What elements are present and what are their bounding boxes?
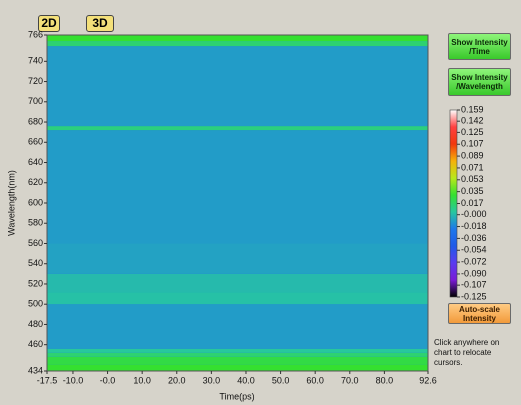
y-tick-label: 500 bbox=[28, 299, 43, 309]
heatmap-band bbox=[47, 356, 428, 365]
y-tick-label: 434 bbox=[28, 365, 43, 375]
heatmap-band bbox=[47, 41, 428, 47]
y-axis-label: Wavelength(nm) bbox=[6, 170, 16, 236]
y-tick-label: 620 bbox=[28, 177, 43, 187]
colorbar-tick-label: -0.072 bbox=[461, 256, 487, 266]
x-tick-label: 60.0 bbox=[306, 375, 324, 385]
heatmap-band bbox=[47, 243, 428, 274]
heatmap-band bbox=[47, 292, 428, 305]
colorbar-tick-label: -0.090 bbox=[461, 268, 487, 278]
x-tick-label: 80.0 bbox=[376, 375, 394, 385]
y-tick-label: 560 bbox=[28, 238, 43, 248]
x-tick-label: 20.0 bbox=[168, 375, 186, 385]
heatmap-band bbox=[47, 126, 428, 131]
x-tick-label: -0.0 bbox=[100, 375, 116, 385]
colorbar-tick-label: -0.054 bbox=[461, 245, 487, 255]
y-tick-label: 540 bbox=[28, 258, 43, 268]
x-tick-label: 10.0 bbox=[133, 375, 151, 385]
y-tick-label: 680 bbox=[28, 116, 43, 126]
x-tick-label: 70.0 bbox=[341, 375, 359, 385]
x-tick-label: 92.6 bbox=[419, 375, 437, 385]
x-tick-label: -10.0 bbox=[63, 375, 84, 385]
colorbar-tick-label: 0.071 bbox=[461, 162, 484, 172]
colorbar-tick-label: -0.000 bbox=[461, 209, 487, 219]
colorbar-tick-label: -0.125 bbox=[461, 291, 487, 301]
show-intensity-wavelength-button[interactable]: Show Intensity /Wavelength bbox=[448, 68, 511, 96]
auto-scale-button[interactable]: Auto-scale Intensity bbox=[448, 303, 511, 324]
heatmap-band bbox=[47, 35, 428, 42]
y-tick-label: 660 bbox=[28, 137, 43, 147]
colorbar-tick-label: -0.107 bbox=[461, 280, 487, 290]
y-tick-label: 740 bbox=[28, 56, 43, 66]
x-tick-label: -17.5 bbox=[37, 375, 58, 385]
colorbar-tick-label: 0.017 bbox=[461, 198, 484, 208]
y-tick-label: 720 bbox=[28, 76, 43, 86]
x-tick-label: 40.0 bbox=[237, 375, 255, 385]
colorbar-tick-label: -0.036 bbox=[461, 233, 487, 243]
hint-text: Click anywhere on chart to relocate curs… bbox=[434, 338, 500, 367]
colorbar-tick-label: 0.159 bbox=[461, 104, 484, 114]
y-tick-label: 520 bbox=[28, 278, 43, 288]
x-tick-label: 50.0 bbox=[272, 375, 290, 385]
y-tick-label: 460 bbox=[28, 339, 43, 349]
tab-2d[interactable]: 2D bbox=[38, 15, 60, 32]
y-tick-label: 600 bbox=[28, 197, 43, 207]
y-tick-label: 580 bbox=[28, 218, 43, 228]
colorbar-tick-label: 0.053 bbox=[461, 174, 484, 184]
x-tick-label: 30.0 bbox=[203, 375, 221, 385]
colorbar-tick-label: 0.035 bbox=[461, 186, 484, 196]
colorbar-tick-label: 0.107 bbox=[461, 139, 484, 149]
show-intensity-time-button[interactable]: Show Intensity /Time bbox=[448, 33, 511, 60]
tab-3d[interactable]: 3D bbox=[86, 15, 114, 32]
y-tick-label: 700 bbox=[28, 96, 43, 106]
colorbar bbox=[449, 109, 458, 298]
heatmap-band bbox=[47, 352, 428, 357]
heatmap-band bbox=[47, 364, 428, 371]
y-tick-label: 480 bbox=[28, 319, 43, 329]
x-axis-label: Time(ps) bbox=[219, 391, 254, 401]
colorbar-tick-label: -0.018 bbox=[461, 221, 487, 231]
colorbar-tick-label: 0.125 bbox=[461, 127, 484, 137]
heatmap-band bbox=[47, 46, 428, 127]
y-tick-label: 766 bbox=[28, 29, 43, 39]
heatmap-band bbox=[47, 304, 428, 349]
colorbar-tick-label: 0.142 bbox=[461, 116, 484, 126]
y-tick-label: 640 bbox=[28, 157, 43, 167]
heatmap-band bbox=[47, 130, 428, 244]
colorbar-tick-label: 0.089 bbox=[461, 150, 484, 160]
heatmap-band bbox=[47, 273, 428, 293]
heatmap-band bbox=[47, 348, 428, 353]
